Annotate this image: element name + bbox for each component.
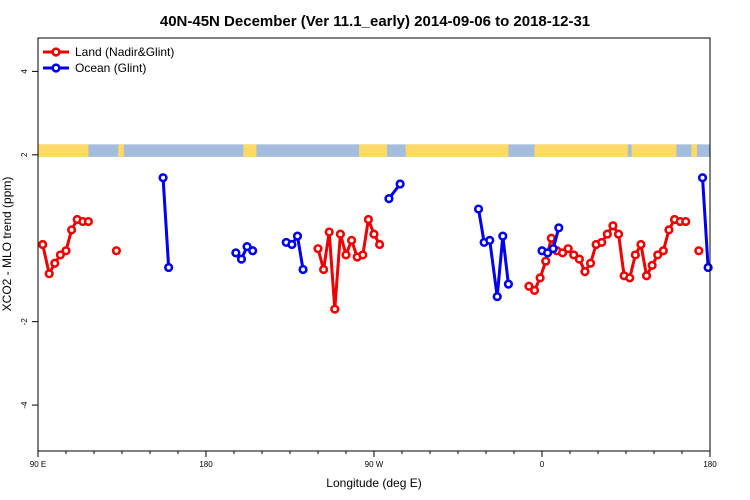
land-point xyxy=(83,216,93,227)
land-series xyxy=(38,214,704,314)
land-band-segment xyxy=(534,144,628,157)
land-point xyxy=(602,229,612,239)
ocean-point xyxy=(292,231,303,241)
legend: Land (Nadir&Glint) Ocean (Glint) xyxy=(43,45,174,75)
land-point xyxy=(597,237,607,248)
x-tick-label: 180 xyxy=(199,460,213,469)
axes: 90 E 180 90 W 0 180 -4 -2 2 4 xyxy=(20,69,717,469)
ocean-series-line xyxy=(477,208,510,299)
land-point xyxy=(55,250,66,260)
land-point xyxy=(658,246,668,256)
land-band-segment xyxy=(359,144,388,157)
ocean-series-line xyxy=(161,177,171,268)
land-point xyxy=(50,258,60,268)
ocean-series xyxy=(158,173,713,302)
ocean-point xyxy=(231,248,241,258)
land-band-segment xyxy=(405,144,509,157)
land-band-segment xyxy=(631,144,677,157)
series-layer xyxy=(38,173,713,314)
ocean-point xyxy=(298,264,308,275)
land-band-segment xyxy=(243,144,257,157)
legend-marker-ocean xyxy=(51,63,61,73)
land-point xyxy=(313,244,323,254)
chart-title: 40N-45N December (Ver 11.1_early) 2014-0… xyxy=(160,13,590,30)
y-tick-label: -2 xyxy=(20,318,29,326)
ocean-series-line xyxy=(701,177,710,268)
land-point xyxy=(585,258,596,268)
land-point xyxy=(319,264,329,275)
land-point xyxy=(369,229,379,239)
ocean-point xyxy=(242,241,252,252)
land-point xyxy=(535,273,545,283)
land-point xyxy=(580,267,590,277)
land-point xyxy=(664,225,674,235)
land-point xyxy=(324,227,334,237)
ocean-point xyxy=(492,292,502,302)
land-point xyxy=(38,239,48,250)
ocean-point xyxy=(158,173,168,183)
land-point xyxy=(557,248,568,258)
legend-label-land: Land (Nadir&Glint) xyxy=(75,45,174,59)
land-point xyxy=(375,239,385,250)
land-point xyxy=(630,250,640,260)
ocean-point xyxy=(697,173,708,183)
x-tick-label: 180 xyxy=(703,460,717,469)
ocean-point xyxy=(548,244,558,254)
ocean-point xyxy=(384,194,394,204)
land-point xyxy=(341,250,351,260)
ocean-point xyxy=(395,179,405,189)
land-ocean-strip xyxy=(38,144,710,157)
land-point xyxy=(653,250,663,260)
land-point xyxy=(330,304,340,314)
legend-marker-land xyxy=(51,47,61,57)
y-tick-label: 2 xyxy=(20,152,29,157)
ocean-point xyxy=(542,248,553,258)
y-tick-label: -4 xyxy=(20,401,29,409)
land-point xyxy=(529,285,540,295)
land-point xyxy=(563,244,573,254)
legend-label-ocean: Ocean (Glint) xyxy=(75,61,146,75)
ocean-point xyxy=(473,204,484,214)
x-tick-label: 0 xyxy=(540,460,545,469)
land-point xyxy=(335,229,346,239)
land-point xyxy=(608,221,618,231)
plot-frame xyxy=(37,37,711,452)
ocean-point xyxy=(164,262,174,273)
x-tick-label: 90 E xyxy=(30,460,46,469)
land-point xyxy=(694,246,704,256)
land-point xyxy=(61,246,71,256)
land-point xyxy=(569,250,579,260)
ocean-point xyxy=(554,223,564,233)
land-point xyxy=(363,214,374,225)
land-point xyxy=(541,256,551,266)
land-point xyxy=(574,254,584,264)
land-point xyxy=(347,235,357,245)
land-point xyxy=(358,250,368,260)
land-point xyxy=(44,269,54,279)
y-axis-label: XCO2 - MLO trend (ppm) xyxy=(0,177,14,312)
ocean-point xyxy=(248,246,258,256)
land-band-segment xyxy=(38,144,89,157)
ocean-point xyxy=(503,279,514,289)
land-band-segment xyxy=(118,144,124,157)
ocean-point xyxy=(498,231,508,241)
ocean-point xyxy=(485,235,495,245)
land-point xyxy=(647,260,657,270)
land-point xyxy=(613,229,624,239)
ocean-point xyxy=(236,254,247,264)
land-point xyxy=(641,271,652,281)
land-point xyxy=(681,216,691,227)
ocean-point xyxy=(287,239,297,250)
land-point xyxy=(636,239,646,250)
x-axis-label: Longitude (deg E) xyxy=(326,476,421,490)
land-point xyxy=(111,246,121,256)
land-point xyxy=(524,281,534,291)
x-tick-label: 90 W xyxy=(365,460,384,469)
land-point xyxy=(625,273,635,283)
land-band-segment xyxy=(691,144,697,157)
y-tick-label: 4 xyxy=(20,69,29,74)
land-point xyxy=(546,233,556,243)
land-point xyxy=(66,225,77,235)
